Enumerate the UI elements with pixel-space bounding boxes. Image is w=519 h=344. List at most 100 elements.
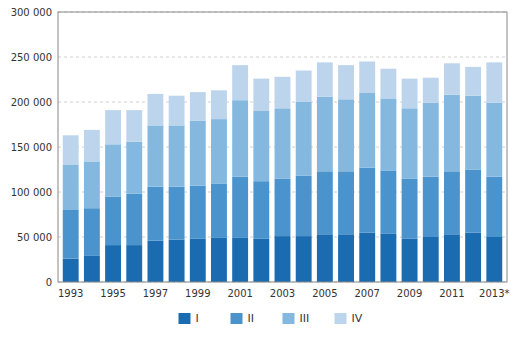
bar-segment [444, 63, 460, 95]
bar-segment [359, 62, 375, 94]
bar-segment [190, 239, 206, 282]
y-tick-label: 300 000 [11, 7, 52, 18]
bar-segment [169, 96, 185, 126]
x-tick-label: 2009 [397, 288, 422, 299]
bar-segment [465, 170, 481, 233]
bar-segment [380, 69, 396, 99]
bar-segment [317, 171, 333, 234]
bar-segment [126, 142, 142, 194]
y-tick-label: 250 000 [11, 52, 52, 63]
bar-segment [296, 236, 312, 282]
bar-segment [190, 92, 206, 121]
bar-segment [190, 121, 206, 186]
x-tick-label: 2013* [479, 288, 509, 299]
bar-segment [169, 187, 185, 240]
bar-segment [253, 239, 269, 282]
bar-segment [63, 259, 79, 282]
bar-segment [147, 187, 163, 241]
bar-segment [444, 234, 460, 282]
bar-segment [232, 177, 248, 238]
bar-segment [169, 125, 185, 186]
bar-segment [296, 176, 312, 236]
bar-segment [402, 179, 418, 239]
bar-segment [211, 238, 227, 282]
bar-segment [444, 171, 460, 234]
x-tick-label: 1993 [58, 288, 83, 299]
bar-segment [423, 177, 439, 237]
bar-segment [126, 110, 142, 142]
bar-segment [275, 77, 291, 109]
grid [58, 12, 507, 282]
bar-segment [105, 245, 121, 282]
legend-label: III [300, 312, 310, 325]
bar-segment [211, 184, 227, 238]
bar-segment [486, 177, 502, 237]
bar-segment [338, 171, 354, 234]
bar-segment [402, 79, 418, 109]
bar-segment [359, 93, 375, 168]
bar-segment [423, 237, 439, 282]
bar-segment [465, 96, 481, 170]
legend-swatch [231, 313, 243, 324]
bar-segment [317, 62, 333, 96]
bar-segment [338, 234, 354, 282]
bar-segment [253, 79, 269, 111]
chart: 050 000100 000150 000200 000250 000300 0… [0, 0, 519, 344]
bar-segment [84, 208, 100, 256]
bar-segment [380, 98, 396, 170]
legend-label: I [196, 312, 199, 325]
bar-segment [211, 119, 227, 184]
bar-segment [444, 95, 460, 172]
bar-segment [84, 256, 100, 282]
bar-segment [253, 111, 269, 181]
bar-segment [486, 62, 502, 103]
bar-segment [105, 197, 121, 246]
x-tick-label: 1997 [143, 288, 168, 299]
bar-segment [423, 78, 439, 103]
bar-segment [147, 241, 163, 282]
bar-segment [105, 110, 121, 144]
plot-frame [58, 12, 507, 282]
bar-segment [190, 186, 206, 239]
x-tick-label: 2005 [312, 288, 337, 299]
legend-swatch [179, 313, 191, 324]
bar-segment [486, 237, 502, 282]
bar-segment [317, 234, 333, 282]
bar-segment [84, 130, 100, 162]
legend-label: IV [352, 312, 363, 325]
y-tick-label: 100 000 [11, 187, 52, 198]
legend: IIIIIIIV [179, 312, 363, 325]
bar-segment [275, 108, 291, 178]
bar-segment [232, 65, 248, 100]
bar-segment [147, 94, 163, 126]
legend-swatch [335, 313, 347, 324]
bar-segment [423, 103, 439, 177]
bar-segment [63, 135, 79, 165]
bar-segment [380, 233, 396, 282]
bar-segment [275, 179, 291, 237]
x-tick-label: 2011 [439, 288, 464, 299]
bars [63, 62, 502, 283]
bar-segment [169, 240, 185, 282]
bar-segment [296, 102, 312, 176]
x-tick-label: 2007 [354, 288, 379, 299]
bar-segment [380, 170, 396, 233]
bar-segment [253, 181, 269, 239]
bar-segment [338, 99, 354, 171]
bar-segment [84, 161, 100, 208]
bar-segment [296, 71, 312, 103]
bar-segment [126, 245, 142, 282]
bar-segment [486, 103, 502, 177]
bar-segment [63, 210, 79, 259]
x-tick-label: 1995 [100, 288, 125, 299]
bar-segment [359, 168, 375, 233]
bar-segment [465, 233, 481, 283]
legend-swatch [283, 313, 295, 324]
bar-segment [359, 233, 375, 283]
bar-segment [147, 125, 163, 186]
x-tick-label: 1999 [185, 288, 210, 299]
x-tick-label: 2001 [227, 288, 252, 299]
bar-segment [232, 100, 248, 177]
y-tick-label: 200 000 [11, 97, 52, 108]
grid-line [58, 57, 507, 58]
